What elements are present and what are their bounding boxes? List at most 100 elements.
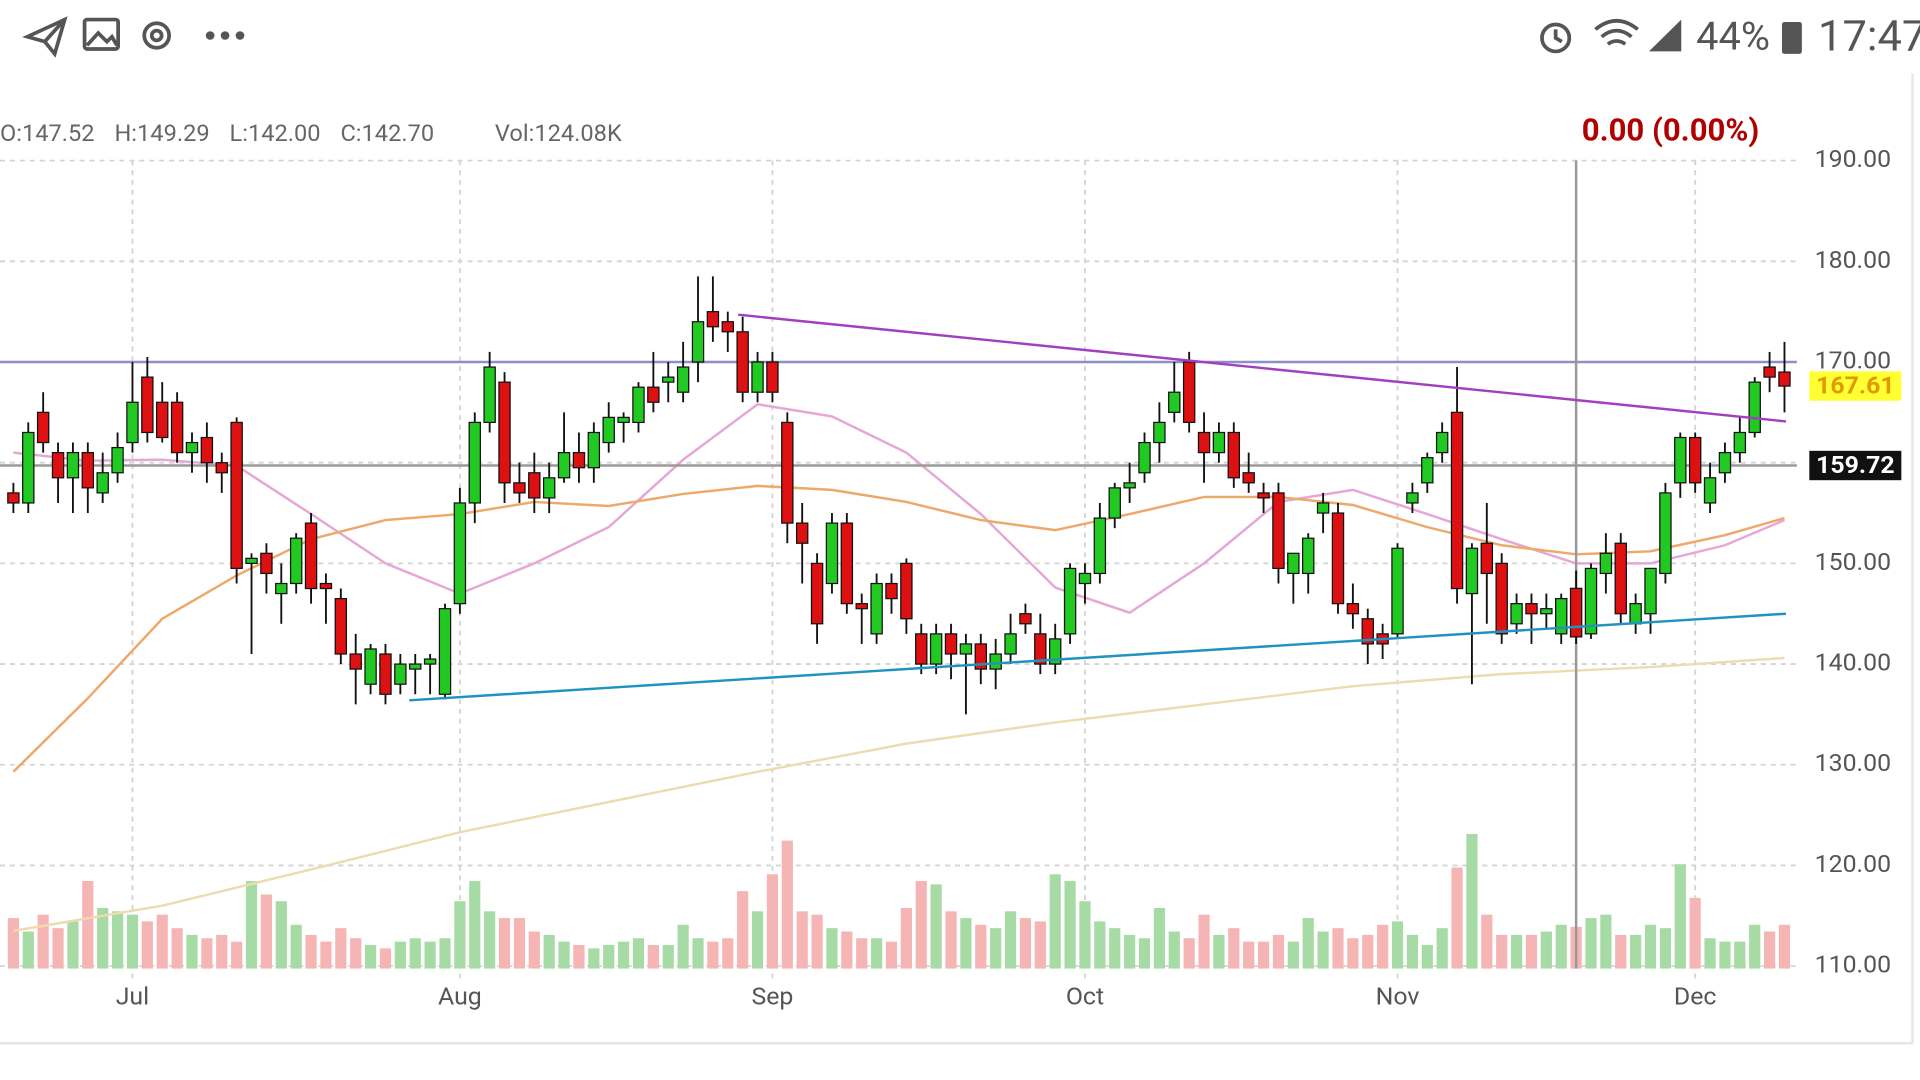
x-tick-label: Dec xyxy=(1674,983,1717,1012)
volume-bar xyxy=(1585,918,1597,969)
y-tick-label: 120.00 xyxy=(1815,850,1891,879)
candle-body xyxy=(1465,547,1479,595)
volume-bar xyxy=(498,918,511,969)
candle-body xyxy=(870,582,883,635)
x-tick-label: Oct xyxy=(1066,983,1104,1012)
volume-bar xyxy=(1183,938,1195,969)
gear-icon xyxy=(142,21,171,50)
candle-body xyxy=(230,421,243,570)
candle-body xyxy=(1584,567,1598,635)
candle-body xyxy=(1197,431,1211,454)
candle-body xyxy=(1688,436,1702,484)
candle-body xyxy=(795,522,809,544)
send-icon xyxy=(22,16,68,58)
ohlc-info: H:149.29 xyxy=(114,119,209,147)
volume-bar xyxy=(1630,934,1642,969)
volume-bar xyxy=(1659,928,1672,969)
price-level-tag xyxy=(1809,450,1902,481)
candle-body xyxy=(900,562,913,620)
volume-bar xyxy=(1228,928,1240,969)
candle-body xyxy=(587,431,601,469)
volume-bar xyxy=(1436,928,1448,969)
volume-bar xyxy=(1704,938,1716,969)
x-tick-label: Nov xyxy=(1376,983,1420,1012)
volume-bar xyxy=(766,874,779,969)
candle-body xyxy=(1331,512,1345,605)
candle-body xyxy=(1287,552,1300,575)
volume-bar xyxy=(1138,938,1151,969)
volume-bar xyxy=(1451,867,1463,969)
candle-body xyxy=(706,311,720,328)
candle-body xyxy=(260,552,273,575)
candle-body xyxy=(379,653,392,695)
volume-bar xyxy=(1347,938,1359,969)
volume-bar xyxy=(469,881,481,969)
volume-bar xyxy=(305,934,317,969)
candle-body xyxy=(557,452,571,479)
volume-bar xyxy=(186,934,198,969)
candle-body xyxy=(1480,542,1494,575)
volume-bar xyxy=(320,941,332,969)
more-dot xyxy=(235,31,245,40)
volume-bar xyxy=(856,938,868,969)
more-dot xyxy=(220,31,230,40)
candle-body xyxy=(349,653,362,670)
volume-bar xyxy=(1168,931,1180,969)
trendline xyxy=(738,313,1787,423)
candle-body xyxy=(1495,562,1508,635)
volume-bar xyxy=(707,941,719,969)
volume-bar xyxy=(1213,934,1225,969)
candle-body xyxy=(766,361,779,393)
volume-bar xyxy=(454,901,466,969)
volume-bar xyxy=(558,941,570,969)
alarm-icon xyxy=(1540,22,1572,54)
candle-body xyxy=(36,411,50,444)
candle-body xyxy=(141,376,154,434)
x-tick-label: Sep xyxy=(751,983,793,1012)
candle-body xyxy=(364,648,377,685)
candle-body xyxy=(676,366,690,393)
volume-bar xyxy=(781,840,793,969)
candle-body xyxy=(959,643,973,655)
candle-body xyxy=(7,492,20,504)
volume-bar xyxy=(111,911,124,969)
volume-bar xyxy=(484,911,496,969)
candle-body xyxy=(885,582,898,600)
volume-bar xyxy=(1079,901,1091,969)
volume-bar xyxy=(1689,897,1701,969)
y-tick-label: 130.00 xyxy=(1815,749,1891,778)
last-price-tag xyxy=(1809,371,1902,401)
volume-info: Vol:124.08K xyxy=(495,119,622,147)
volume-bar xyxy=(1034,921,1046,969)
volume-bar xyxy=(1153,907,1165,969)
volume-bar xyxy=(990,928,1002,969)
volume-bar xyxy=(379,948,392,969)
candle-body xyxy=(974,643,988,670)
candle-body xyxy=(423,658,437,665)
volume-bar xyxy=(528,931,540,969)
volume-bar xyxy=(1109,928,1121,969)
candle-body xyxy=(1034,633,1047,665)
candle-body xyxy=(1644,567,1657,615)
volume-bar xyxy=(1644,924,1657,969)
candle-body xyxy=(1316,502,1330,514)
candle-body xyxy=(1123,482,1136,489)
candle-body xyxy=(1718,452,1732,474)
volume-bar xyxy=(975,924,987,969)
candle-body xyxy=(1212,431,1226,454)
candle-body xyxy=(1569,587,1583,638)
volume-bar xyxy=(603,945,615,969)
volume-bar xyxy=(662,945,674,969)
candle-body xyxy=(929,633,943,665)
volume-bar xyxy=(1525,934,1538,969)
volume-bar xyxy=(960,918,972,969)
candle-body xyxy=(781,421,794,524)
volume-bar xyxy=(751,911,764,969)
candle-body xyxy=(409,663,422,670)
volume-bar xyxy=(201,938,213,969)
y-tick-label: 170.00 xyxy=(1815,347,1891,376)
candle-body xyxy=(1019,613,1032,625)
candle-body xyxy=(1302,537,1315,575)
candle-body xyxy=(855,603,868,610)
